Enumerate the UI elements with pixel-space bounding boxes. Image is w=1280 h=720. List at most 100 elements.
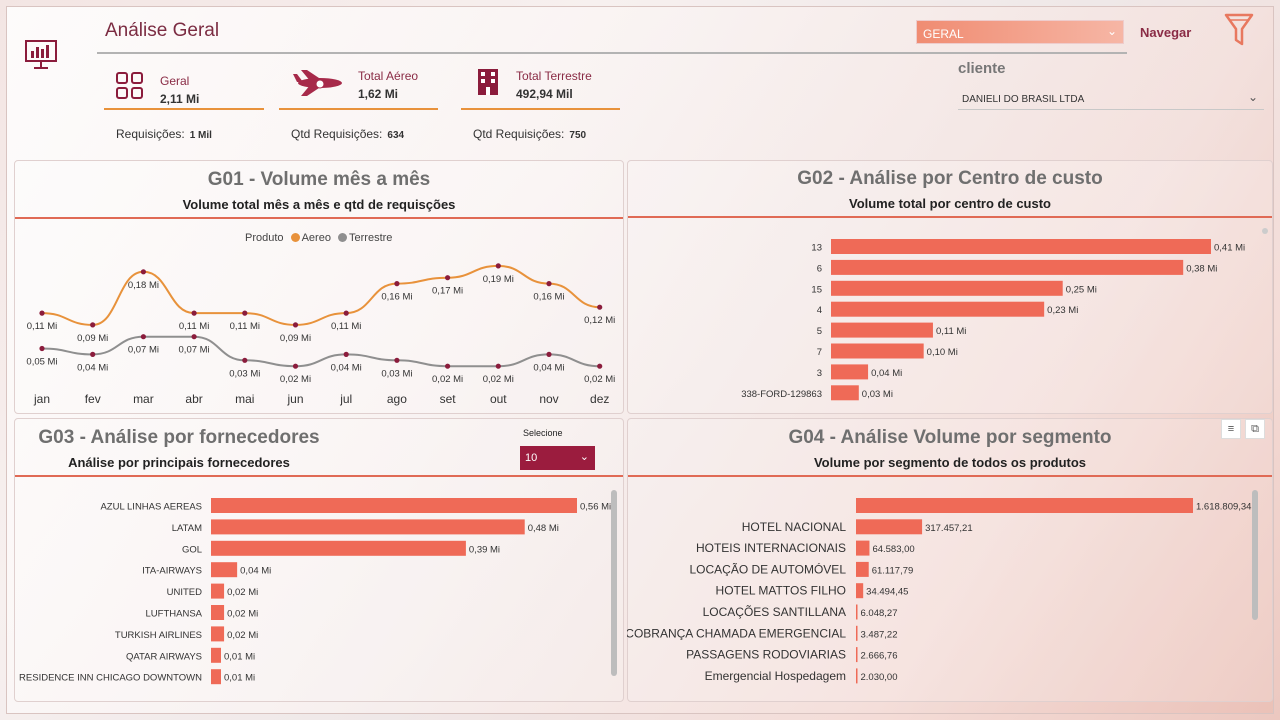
g04-divider [628,475,1272,477]
building-icon [478,69,498,95]
data-label: 0,05 Mi [26,357,57,368]
bar [211,626,225,642]
g03-bar-chart: AZUL LINHAS AEREAS 0,56 Mi LATAM 0,48 Mi GOL… [19,498,611,685]
visual-filter-icon[interactable]: ≡ [1221,419,1241,439]
data-label: 0,04 Mi [77,362,108,373]
bar [856,604,858,620]
data-label: 0,07 Mi [179,345,210,356]
x-tick-label: out [490,392,507,406]
legend-aereo-dot [290,233,300,242]
filter-funnel-icon[interactable] [1224,12,1254,48]
value-label: 0,02 Mi [227,609,258,620]
value-label: 0,25 Mi [1066,284,1097,295]
kpi-value: 2,11 Mi [160,92,200,106]
x-tick-label: set [440,392,457,406]
g04-scrollbar[interactable] [1252,490,1258,620]
value-label: 3.487,22 [861,629,898,640]
data-point [445,363,451,369]
data-label: 0,03 Mi [229,368,260,379]
category-label: LOCAÇÃO DE AUTOMÓVEL [690,561,847,576]
value-label: 0,41 Mi [1214,243,1245,254]
g02-divider [628,216,1272,218]
value-label: 0,39 Mi [469,544,500,555]
bar [831,259,1184,275]
bar [856,583,864,599]
data-label: 0,11 Mi [27,321,57,332]
bar [211,498,577,513]
category-label: GOL [182,544,202,555]
series-line-aereo [41,264,600,326]
data-point [292,363,299,369]
bar [856,647,858,663]
data-label: 0,09 Mi [280,333,311,344]
data-label: 0,03 Mi [381,368,412,379]
value-label: 0,10 Mi [927,347,958,358]
g02-scrollbar[interactable] [1262,228,1268,234]
data-point [292,322,299,328]
data-point [39,345,45,352]
category-label: LOCAÇÕES SANTILLANA [703,604,846,619]
chevron-down-icon: ⌄ [1247,90,1258,104]
kpi-terrestre: Total Terrestre 492,94 Mil [461,66,620,110]
page-title: Análise Geral [105,20,220,41]
kpi-geral-req: Requisições: 1 Mil [116,127,212,141]
category-label: UNITED [167,587,203,598]
focus-mode-icon[interactable]: ⧉ [1245,419,1265,439]
data-point [242,310,248,316]
data-label: 0,04 Mi [331,362,362,373]
legend-terrestre[interactable]: Terrestre [349,232,393,244]
client-select[interactable]: DANIELI DO BRASIL LTDA ⌄ [958,88,1264,110]
kpi-label: Total Terrestre [516,69,592,83]
supplier-count-select[interactable]: 10 ⌄ [520,446,595,470]
x-tick-label: nov [539,392,558,406]
g03-subtitle: Análise por principais fornecedores [68,455,290,470]
bar [211,669,221,685]
g02-title: G02 - Análise por Centro de custo [797,168,1103,189]
data-label: 0,18 Mi [128,280,159,291]
bar [211,562,238,578]
value-label: 61.117,79 [872,565,914,576]
bar [831,385,859,401]
kpi-value: 1,62 Mi [358,87,399,101]
value-label: 0,56 Mi [580,502,611,513]
kpi-aereo: Total Aéreo 1,62 Mi [279,66,438,110]
category-label: 15 [811,284,822,295]
data-label: 0,09 Mi [77,333,108,344]
g03-scrollbar[interactable] [611,490,617,676]
value-label: 34.494,45 [866,587,908,598]
category-label: AZUL LINHAS AEREAS [100,502,202,513]
g04-panel: G04 - Análise Volume por segmento Volume… [627,418,1273,702]
x-tick-label: ago [387,392,407,406]
data-point [90,322,96,328]
g01-divider [15,217,623,219]
data-point [343,310,349,316]
category-label: 13 [811,243,822,254]
product-filter-value: GERAL [923,27,964,41]
g04-title: G04 - Análise Volume por segmento [788,427,1112,448]
x-tick-label: dez [590,392,609,406]
category-label: COBRANÇA CHAMADA EMERGENCIAL [627,626,846,640]
value-label: 0,02 Mi [227,587,258,598]
category-label: QATAR AIRWAYS [126,651,202,662]
data-label: 0,04 Mi [533,362,564,373]
legend-aereo[interactable]: Aereo [301,232,331,244]
bar [211,605,225,620]
data-label: 0,16 Mi [533,292,564,303]
x-tick-label: mar [133,392,154,406]
value-label: 0,01 Mi [224,673,255,684]
data-point [597,304,603,310]
value-label: 0,01 Mi [224,651,255,662]
kpi-geral: Geral 2,11 Mi [104,66,264,110]
legend-title: Produto [245,232,284,244]
product-filter-select[interactable]: GERAL ⌄ [916,20,1124,44]
g01-legend: Produto Aereo Terrestre [245,232,392,244]
bar [831,280,1063,296]
data-label: 0,07 Mi [128,345,159,356]
supplier-count-value: 10 [525,452,538,464]
data-label: 0,11 Mi [230,321,260,332]
value-label: 0,48 Mi [528,523,559,534]
category-label: 7 [817,347,822,358]
navigate-button[interactable]: Navegar [1140,25,1192,40]
data-label: 0,11 Mi [331,321,361,332]
legend-terrestre-dot [338,233,348,242]
